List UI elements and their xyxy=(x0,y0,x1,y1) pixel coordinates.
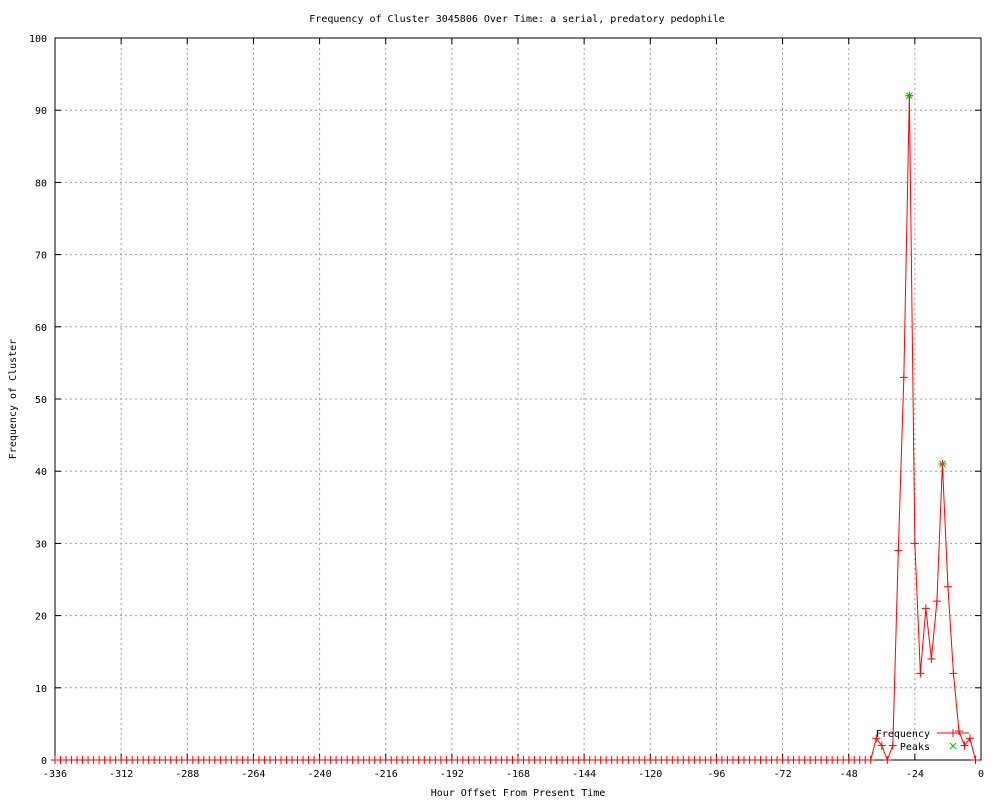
frequency-point xyxy=(971,756,980,764)
x-tick-label: -24 xyxy=(906,769,924,780)
x-tick-label: 0 xyxy=(978,769,984,780)
y-tick-label: 90 xyxy=(35,106,47,117)
chart-title: Frequency of Cluster 3045806 Over Time: … xyxy=(309,14,724,25)
x-tick-label: -336 xyxy=(43,769,67,780)
frequency-point xyxy=(921,604,930,613)
frequency-point xyxy=(932,597,941,606)
grid xyxy=(55,38,981,760)
marker-stroke xyxy=(905,92,913,100)
frequency-point xyxy=(910,539,919,548)
frequency-point xyxy=(877,741,886,750)
legend-marker-peaks xyxy=(949,742,957,750)
x-tick-label: -48 xyxy=(840,769,858,780)
y-tick-label: 80 xyxy=(35,178,47,189)
x-axis-label: Hour Offset From Present Time xyxy=(431,788,606,799)
frequency-point xyxy=(927,654,936,663)
y-tick-label: 20 xyxy=(35,612,47,623)
x-tick-label: -240 xyxy=(308,769,332,780)
y-tick-label: 30 xyxy=(35,539,47,550)
x-tick-label: -72 xyxy=(774,769,792,780)
y-tick-label: 100 xyxy=(29,34,47,45)
frequency-point xyxy=(965,734,974,743)
peak-point xyxy=(939,460,946,468)
y-axis-label: Frequency of Cluster xyxy=(8,339,19,459)
frequency-point xyxy=(888,741,897,750)
x-tick-label: -120 xyxy=(638,769,662,780)
frequency-point xyxy=(894,546,903,555)
x-tick-label: -168 xyxy=(506,769,530,780)
y-tick-label: 50 xyxy=(35,395,47,406)
y-tick-label: 60 xyxy=(35,323,47,334)
frequency-line xyxy=(55,95,976,762)
ticks: -336 -312 -288 -264 -240 -216 -192 -168 -144 -120… xyxy=(29,34,984,780)
frequency-point xyxy=(916,669,925,678)
frequency-point xyxy=(899,373,908,382)
frequency-point xyxy=(872,734,881,743)
x-tick-label: -192 xyxy=(440,769,464,780)
marker-stroke xyxy=(939,460,946,468)
x-tick-label: -144 xyxy=(572,769,596,780)
legend-label-peaks: Peaks xyxy=(900,742,930,753)
y-tick-label: 0 xyxy=(41,756,47,767)
x-tick-label: -96 xyxy=(707,769,725,780)
x-tick-label: -312 xyxy=(109,769,133,780)
frequency-point xyxy=(866,756,875,764)
frequency-point xyxy=(960,741,969,750)
frequency-point xyxy=(954,727,963,736)
x-tick-label: -264 xyxy=(241,769,265,780)
frequency-point xyxy=(949,669,958,678)
frequency-point xyxy=(883,756,892,764)
legend-label-frequency: Frequency xyxy=(876,729,930,740)
legend: Frequency Peaks xyxy=(876,729,969,753)
marker-stroke xyxy=(949,742,957,750)
y-tick-label: 10 xyxy=(35,684,47,695)
legend-marker-frequency xyxy=(949,729,957,737)
x-tick-label: -288 xyxy=(175,769,199,780)
peak-point xyxy=(905,92,913,100)
y-tick-label: 70 xyxy=(35,251,47,262)
series-layer xyxy=(51,91,980,764)
frequency-point xyxy=(943,582,952,591)
y-tick-label: 40 xyxy=(35,467,47,478)
x-tick-label: -216 xyxy=(374,769,398,780)
